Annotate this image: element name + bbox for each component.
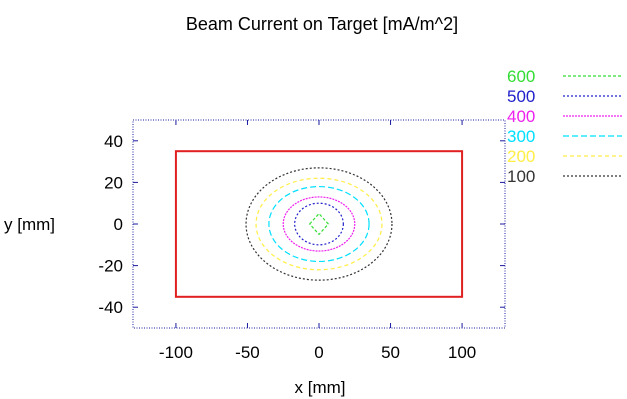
legend-label-300: 300 (507, 127, 535, 146)
y-axis-ticks: -40 -20 0 20 40 (98, 132, 505, 317)
contour-500 (294, 202, 344, 246)
y-tick-label: -20 (98, 257, 123, 276)
chart-title: Beam Current on Target [mA/m^2] (186, 14, 458, 34)
contour-100 (245, 167, 393, 281)
y-tick-label: 40 (104, 132, 123, 151)
y-tick-label: 0 (114, 215, 123, 234)
legend-label-200: 200 (507, 147, 535, 166)
contour-400 (282, 196, 356, 252)
x-tick-label: 50 (381, 343, 400, 362)
target-rectangle (174, 150, 464, 298)
contour-300 (268, 185, 370, 263)
x-axis-ticks: -100 -50 0 50 100 (159, 120, 476, 362)
contour-600 (308, 212, 330, 236)
legend-label-600: 600 (507, 67, 535, 86)
y-tick-label: 20 (104, 173, 123, 192)
legend-label-400: 400 (507, 107, 535, 126)
y-tick-label: -40 (98, 298, 123, 317)
x-tick-label: 0 (314, 343, 323, 362)
plot-area: -100 -50 0 50 100 -40 -20 0 20 40 (98, 119, 506, 362)
contour-lines (245, 167, 393, 281)
x-tick-label: 100 (448, 343, 476, 362)
y-axis-label: y [mm] (4, 215, 55, 234)
contour-200 (255, 177, 383, 271)
x-axis-label: x [mm] (295, 378, 346, 397)
legend-label-500: 500 (507, 87, 535, 106)
x-tick-label: -100 (159, 343, 193, 362)
legend-label-100: 100 (507, 167, 535, 186)
x-tick-label: -50 (235, 343, 260, 362)
